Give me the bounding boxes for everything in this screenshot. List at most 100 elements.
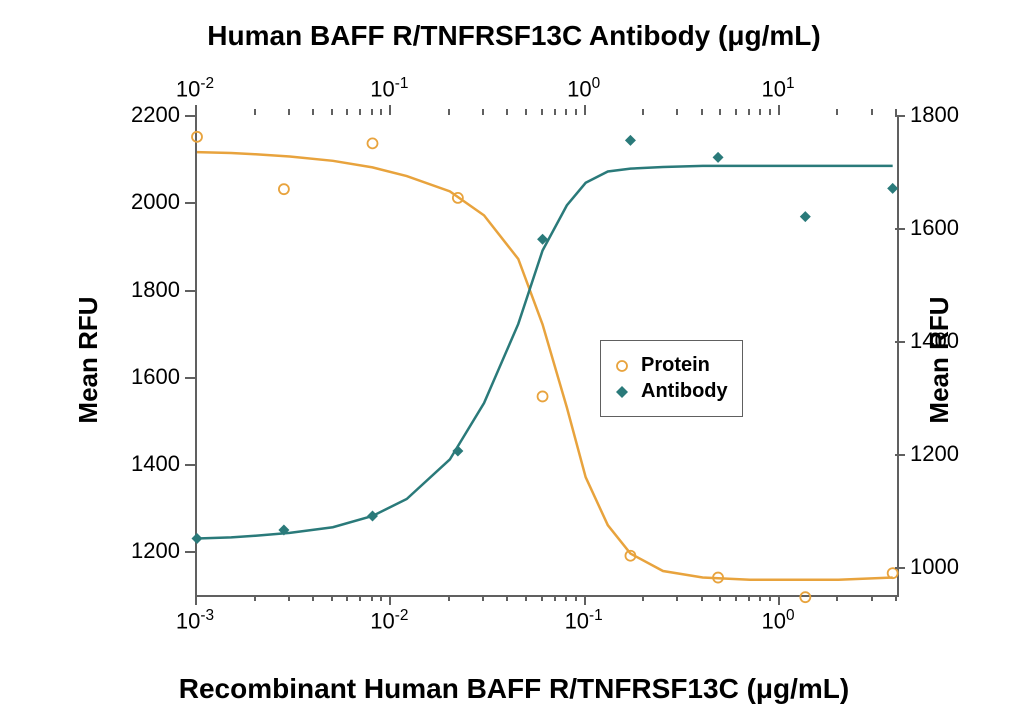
tick-mark: [565, 595, 567, 601]
y-axis-right-label: Mean RFU: [924, 296, 955, 423]
bottom-axis-title: Recombinant Human BAFF R/TNFRSF13C (μg/m…: [0, 673, 1028, 705]
plot-area: [195, 115, 899, 597]
title-bottom-text: Recombinant Human BAFF R/TNFRSF13C (μg/m…: [179, 673, 849, 704]
tick-mark: [359, 595, 361, 601]
tick-mark: [778, 105, 780, 115]
tick-mark: [506, 109, 508, 115]
tick-mark: [836, 595, 838, 601]
tick-label: 10-1: [370, 75, 408, 102]
tick-mark: [565, 109, 567, 115]
tick-mark: [525, 109, 527, 115]
tick-mark: [642, 595, 644, 601]
legend-row-antibody: Antibody: [615, 380, 728, 403]
tick-mark: [288, 109, 290, 115]
tick-mark: [254, 109, 256, 115]
tick-label: 1200: [131, 538, 180, 564]
tick-mark: [482, 595, 484, 601]
tick-mark: [701, 109, 703, 115]
ylabel-right-text: Mean RFU: [924, 296, 954, 423]
tick-mark: [584, 595, 586, 605]
tick-mark: [312, 595, 314, 601]
y-axis-left-label: Mean RFU: [73, 296, 104, 423]
tick-label: 2200: [131, 102, 180, 128]
tick-mark: [371, 595, 373, 601]
tick-mark: [895, 228, 905, 230]
tick-mark: [642, 109, 644, 115]
tick-mark: [185, 115, 195, 117]
tick-mark: [701, 595, 703, 601]
tick-mark: [380, 109, 382, 115]
tick-mark: [389, 105, 391, 115]
tick-label: 1800: [131, 277, 180, 303]
tick-label: 100: [761, 607, 794, 634]
ylabel-left-text: Mean RFU: [73, 296, 103, 423]
tick-label: 1400: [910, 328, 959, 354]
tick-mark: [871, 595, 873, 601]
title-top-text: Human BAFF R/TNFRSF13C Antibody (μg/mL): [207, 20, 820, 51]
tick-label: 101: [761, 75, 794, 102]
tick-mark: [185, 377, 195, 379]
tick-mark: [735, 109, 737, 115]
tick-mark: [541, 109, 543, 115]
tick-mark: [735, 595, 737, 601]
tick-mark: [719, 595, 721, 601]
legend-row-protein: Protein: [615, 354, 728, 377]
tick-mark: [331, 109, 333, 115]
tick-mark: [185, 551, 195, 553]
legend-label-protein: Protein: [641, 354, 710, 377]
plot-svg: [197, 115, 897, 595]
tick-mark: [836, 109, 838, 115]
tick-mark: [448, 109, 450, 115]
tick-mark: [895, 567, 905, 569]
tick-label: 10-1: [565, 607, 603, 634]
tick-mark: [195, 595, 197, 605]
tick-mark: [380, 595, 382, 601]
tick-label: 100: [567, 75, 600, 102]
tick-mark: [871, 109, 873, 115]
tick-mark: [759, 595, 761, 601]
tick-mark: [448, 595, 450, 601]
tick-label: 2000: [131, 189, 180, 215]
tick-mark: [195, 105, 197, 115]
tick-mark: [254, 595, 256, 601]
tick-mark: [575, 595, 577, 601]
legend: Protein Antibody: [600, 340, 743, 417]
tick-mark: [895, 341, 905, 343]
tick-mark: [482, 109, 484, 115]
tick-mark: [676, 109, 678, 115]
tick-mark: [185, 290, 195, 292]
tick-mark: [541, 595, 543, 601]
tick-label: 1200: [910, 441, 959, 467]
tick-mark: [769, 595, 771, 601]
tick-mark: [371, 109, 373, 115]
tick-mark: [895, 595, 897, 601]
tick-mark: [575, 109, 577, 115]
tick-mark: [554, 109, 556, 115]
legend-label-antibody: Antibody: [641, 380, 728, 403]
tick-mark: [748, 109, 750, 115]
tick-mark: [778, 595, 780, 605]
chart-container: Human BAFF R/TNFRSF13C Antibody (μg/mL) …: [0, 0, 1028, 720]
tick-mark: [185, 464, 195, 466]
tick-label: 10-2: [176, 75, 214, 102]
legend-marker-protein: [615, 359, 629, 373]
tick-label: 1000: [910, 554, 959, 580]
tick-mark: [895, 115, 905, 117]
tick-label: 1600: [910, 215, 959, 241]
tick-label: 10-3: [176, 607, 214, 634]
tick-label: 1400: [131, 451, 180, 477]
tick-mark: [895, 454, 905, 456]
tick-mark: [346, 595, 348, 601]
tick-label: 1600: [131, 364, 180, 390]
tick-mark: [759, 109, 761, 115]
tick-label: 10-2: [370, 607, 408, 634]
tick-label: 1800: [910, 102, 959, 128]
tick-mark: [312, 109, 314, 115]
tick-mark: [554, 595, 556, 601]
tick-mark: [389, 595, 391, 605]
tick-mark: [748, 595, 750, 601]
tick-mark: [288, 595, 290, 601]
top-axis-title: Human BAFF R/TNFRSF13C Antibody (μg/mL): [0, 20, 1028, 52]
tick-mark: [584, 105, 586, 115]
tick-mark: [346, 109, 348, 115]
